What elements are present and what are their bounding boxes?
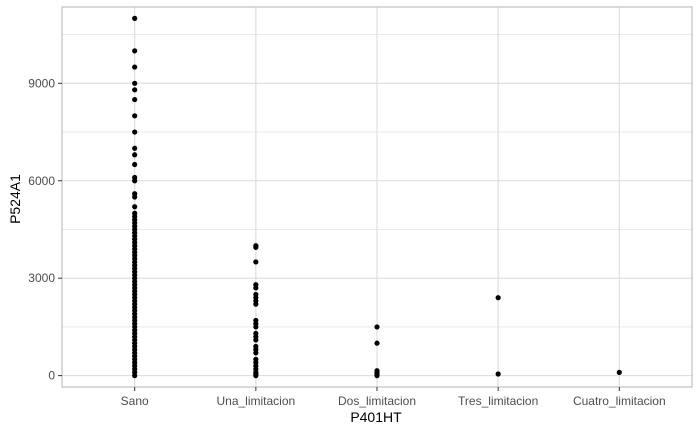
data-point xyxy=(374,340,380,346)
data-point xyxy=(132,145,138,151)
x-tick-label: Una_limitacion xyxy=(216,394,295,408)
data-point xyxy=(132,87,138,93)
data-point xyxy=(253,285,259,291)
y-tick-label: 9000 xyxy=(28,76,55,90)
data-point xyxy=(132,64,138,70)
data-point xyxy=(132,194,138,200)
data-point xyxy=(132,80,138,86)
data-point xyxy=(253,259,259,265)
data-point xyxy=(616,369,622,375)
x-tick-label: Sano xyxy=(121,394,149,408)
data-point xyxy=(132,204,138,210)
x-tick-label: Tres_limitacion xyxy=(458,394,538,408)
data-point xyxy=(132,15,138,21)
y-tick-label: 0 xyxy=(48,369,55,383)
data-point xyxy=(374,373,380,379)
data-point xyxy=(253,373,259,379)
data-point xyxy=(253,244,259,250)
data-point xyxy=(253,301,259,307)
data-point xyxy=(495,371,501,377)
data-point xyxy=(132,373,138,379)
data-point xyxy=(253,350,259,356)
x-axis-title: P401HT xyxy=(350,409,402,425)
x-tick-label: Dos_limitacion xyxy=(338,394,416,408)
y-tick-label: 3000 xyxy=(28,271,55,285)
data-point xyxy=(253,337,259,343)
x-axis-ticks: Sano Una_limitacion Dos_limitacion Tres_lim… xyxy=(121,387,666,408)
data-point xyxy=(132,161,138,168)
x-tick-label: Cuatro_limitacion xyxy=(573,394,666,408)
data-point xyxy=(132,152,138,158)
data-point xyxy=(132,113,138,119)
data-point xyxy=(132,129,138,135)
data-points xyxy=(132,15,622,379)
y-tick-label: 6000 xyxy=(28,174,55,188)
data-point xyxy=(253,324,259,330)
data-point xyxy=(374,324,380,330)
y-axis-ticks: 0 3000 6000 9000 xyxy=(28,76,62,383)
data-point xyxy=(495,295,501,301)
data-point xyxy=(132,178,138,184)
data-point xyxy=(132,48,138,54)
data-point xyxy=(132,96,138,103)
y-axis-title: P524A1 xyxy=(7,174,23,224)
